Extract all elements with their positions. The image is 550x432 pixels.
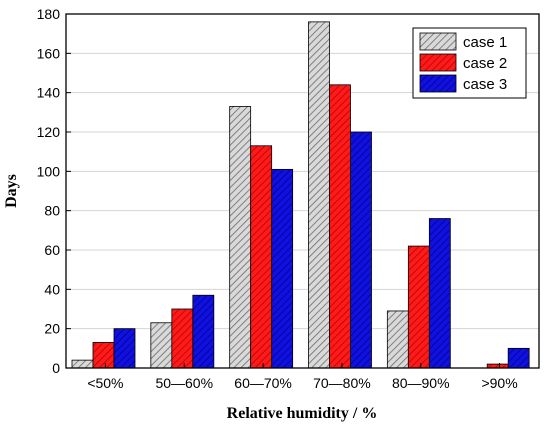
y-tick-label: 60 bbox=[44, 242, 60, 258]
x-axis-title: Relative humidity / % bbox=[227, 405, 378, 422]
y-axis-title: Days bbox=[3, 174, 20, 208]
legend-label: case 1 bbox=[463, 34, 507, 51]
y-tick-label: 160 bbox=[37, 45, 61, 61]
y-tick-label: 180 bbox=[37, 6, 61, 22]
x-tick-label: <50% bbox=[87, 375, 123, 391]
y-tick-label: 80 bbox=[44, 203, 60, 219]
bar bbox=[192, 294, 215, 369]
x-tick-label: >90% bbox=[481, 375, 517, 391]
legend: case 1 case 2 case 3 bbox=[412, 27, 527, 99]
gridlines bbox=[66, 52, 539, 330]
x-tick-label: 60—70% bbox=[234, 375, 292, 391]
y-tick-label: 140 bbox=[37, 85, 61, 101]
bar bbox=[271, 168, 294, 369]
bar bbox=[250, 145, 273, 369]
bar bbox=[308, 21, 330, 369]
bar bbox=[386, 310, 409, 369]
bar bbox=[407, 245, 430, 369]
bar bbox=[71, 359, 94, 369]
bar bbox=[507, 347, 530, 369]
legend-swatch bbox=[419, 32, 457, 51]
x-tick-label: 70—80% bbox=[313, 375, 371, 391]
legend-swatch bbox=[419, 53, 457, 72]
y-tick-label: 40 bbox=[44, 281, 60, 297]
legend-swatch bbox=[419, 74, 457, 93]
bar bbox=[350, 131, 372, 369]
legend-label: case 2 bbox=[463, 55, 507, 72]
y-tick-label: 20 bbox=[44, 321, 60, 337]
y-tick-label: 0 bbox=[52, 360, 60, 376]
x-tick-label: 80—90% bbox=[392, 375, 450, 391]
y-tick-label: 100 bbox=[37, 163, 61, 179]
bar bbox=[150, 322, 173, 369]
y-tick-label: 120 bbox=[37, 124, 61, 140]
plot-frame bbox=[65, 13, 540, 369]
bar bbox=[92, 342, 115, 369]
bar bbox=[171, 308, 194, 369]
bar bbox=[428, 218, 451, 369]
bar bbox=[113, 328, 136, 369]
y-axis: 0 20 40 60 80 100 120 140 160 180 bbox=[37, 6, 71, 376]
x-axis: <50% 50—60% 60—70% 70—80% 80—90% >90% bbox=[87, 363, 518, 391]
x-tick-label: 50—60% bbox=[155, 375, 213, 391]
bar bbox=[329, 84, 351, 369]
legend-label: case 3 bbox=[463, 76, 507, 93]
bars bbox=[71, 21, 530, 369]
bar bbox=[229, 106, 252, 369]
